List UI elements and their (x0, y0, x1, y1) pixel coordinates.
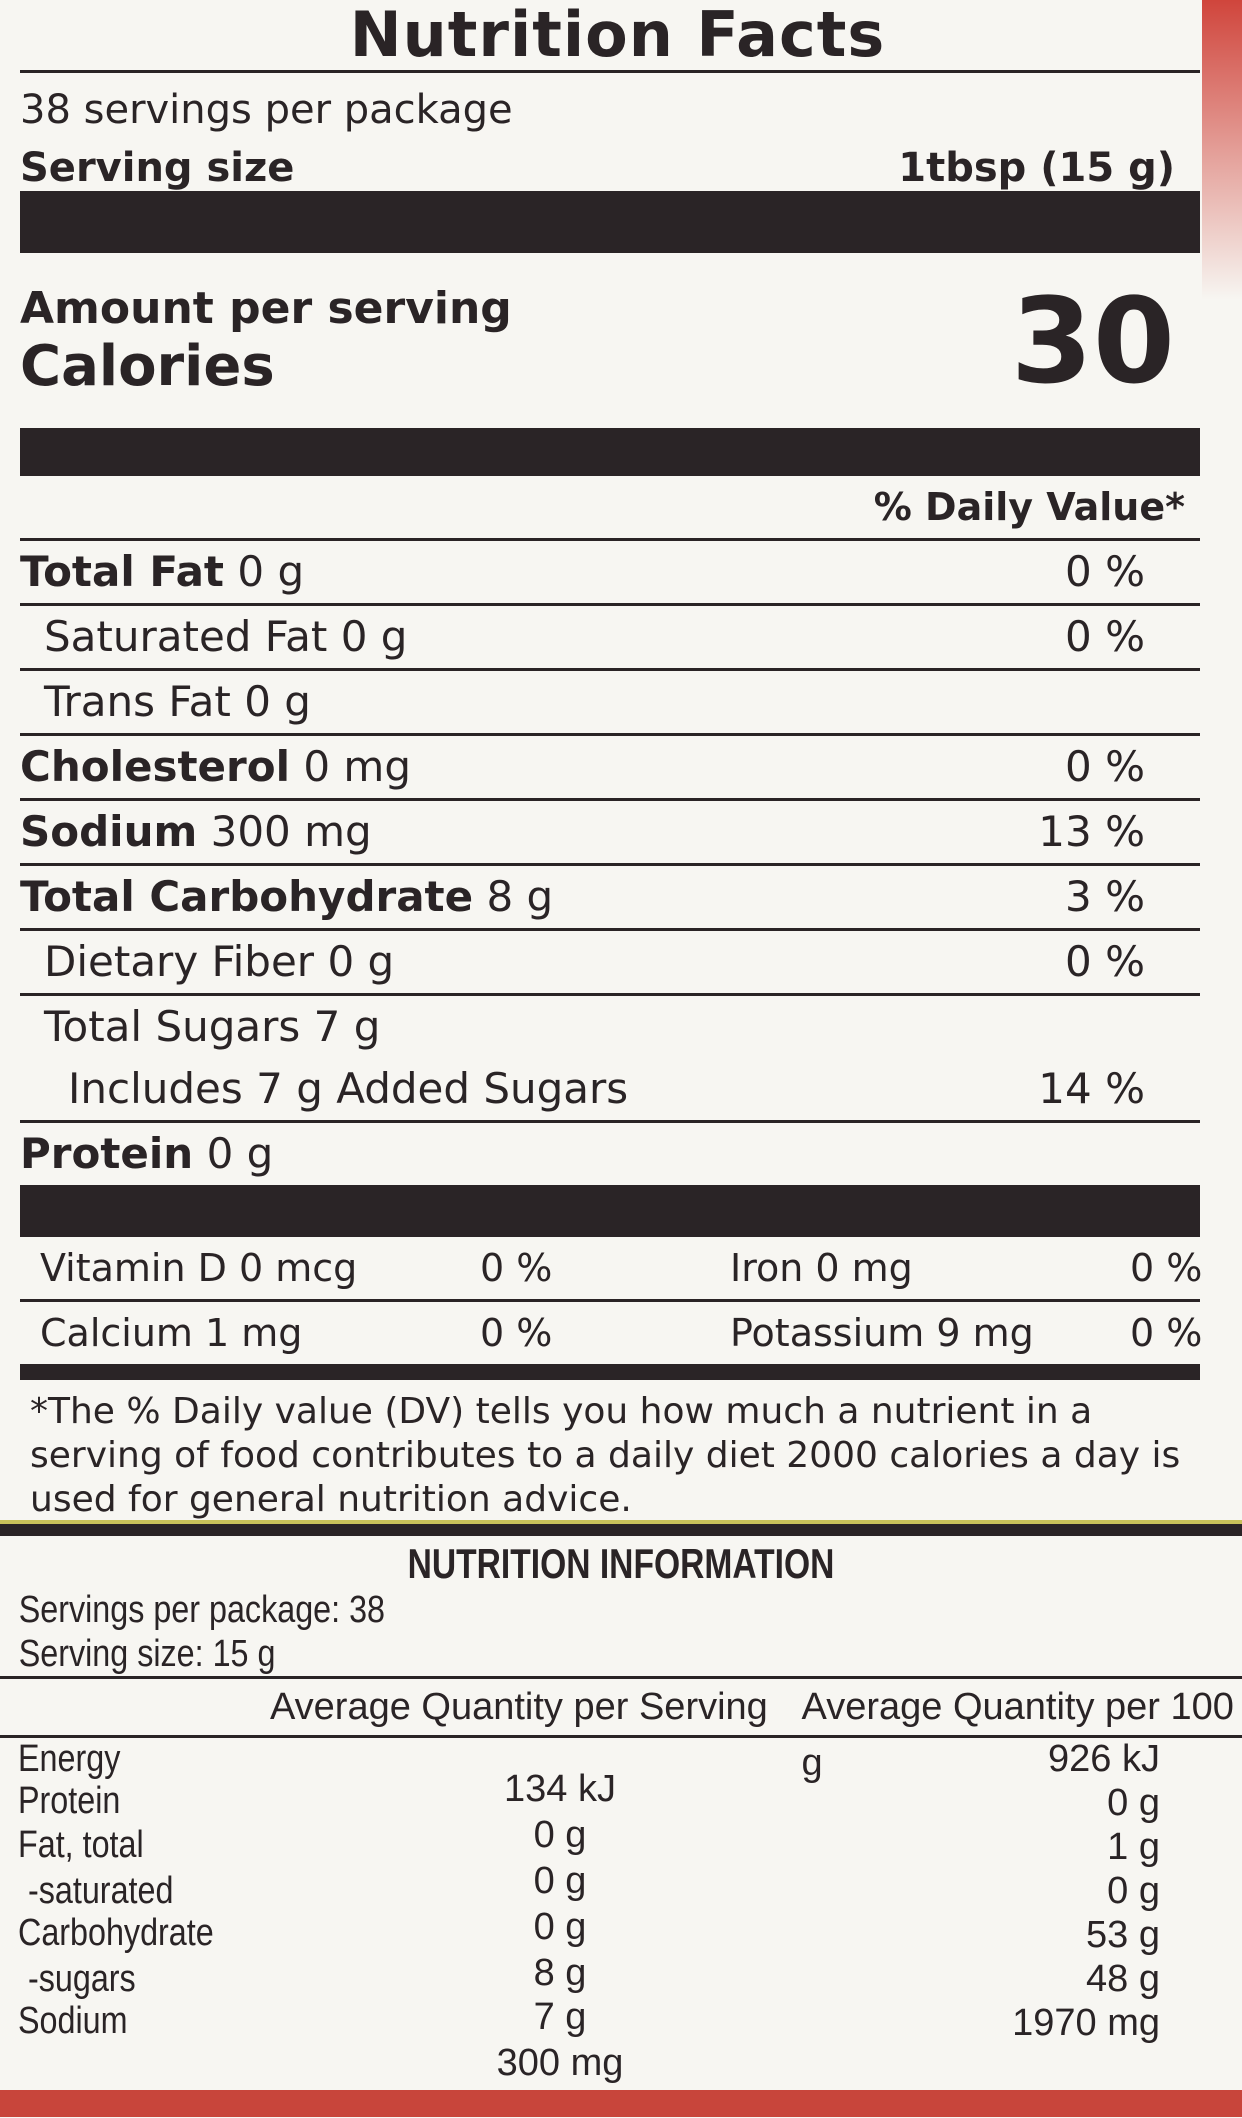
per-100g-value: 0 g (1107, 1782, 1160, 1824)
per-100g-value: 48 g (1086, 1958, 1160, 2000)
package-edge (0, 2090, 1242, 2117)
per-100g-value: 1970 mg (1012, 2002, 1160, 2044)
info-table: Energy Protein Fat, total -saturated Car… (0, 1738, 1242, 2118)
info-label: Fat, total (18, 1824, 144, 1866)
per-100g-value: 926 kJ (1048, 1738, 1160, 1780)
per-serving-value: 134 kJ (504, 1768, 616, 1810)
serving-size-value: 1tbsp (15 g) (898, 145, 1175, 191)
nutrient-row: Total Sugars 7 g (44, 1002, 381, 1051)
info-label: Carbohydrate (18, 1912, 214, 1954)
dv-footnote: *The % Daily value (DV) tells you how mu… (30, 1391, 1181, 1520)
info-column-headers: Average Quantity per Serving Average Qua… (0, 1679, 1242, 1784)
per-100g-value: 0 g (1107, 1870, 1160, 1912)
divider (20, 538, 1200, 541)
nutrient-row: Protein 0 g (20, 1129, 274, 1178)
calories-value: 30 (1010, 271, 1175, 410)
divider (20, 70, 1200, 73)
serving-size-row: Serving size 1tbsp (15 g) (20, 133, 1215, 191)
package-edge (1202, 0, 1242, 300)
per-serving-value: 300 mg (496, 2042, 624, 2084)
nutrient-row: Cholesterol 0 mg 0 % (20, 736, 1200, 801)
per-serving-value: 0 g (533, 1906, 587, 1948)
info-label: -saturated (28, 1870, 174, 1912)
info-serving-size: Serving size: 15 g (18, 1633, 276, 1675)
calories-label: Calories (20, 333, 275, 399)
divider (0, 1676, 1242, 1679)
vitamin-row: Vitamin D 0 mcg 0 % Iron 0 mg 0 % (20, 1237, 1202, 1302)
per-100g-value: 1 g (1107, 1826, 1160, 1868)
calories-row: Amount per serving Calories 30 (20, 253, 1215, 428)
info-label: Protein (18, 1780, 121, 1822)
per-serving-value: 7 g (533, 1996, 587, 2038)
info-title: NUTRITION INFORMATION (407, 1540, 835, 1587)
serving-size-label: Serving size (20, 145, 295, 191)
nutrient-row: Trans Fat 0 g (20, 671, 1200, 736)
info-label: -sugars (28, 1958, 136, 2000)
info-servings: Servings per package: 38 (18, 1589, 385, 1631)
per-serving-value: 0 g (533, 1814, 587, 1856)
thick-divider (20, 191, 1200, 253)
nutrition-facts-panel: Nutrition Facts 38 servings per package … (20, 0, 1215, 1520)
thick-divider (20, 1185, 1200, 1237)
per-serving-value: 0 g (533, 1860, 587, 1902)
dv-header: % Daily Value* (873, 485, 1185, 529)
nutrient-row: Sodium 300 mg 13 % (20, 801, 1200, 866)
per-serving-value: 8 g (533, 1952, 587, 1994)
vitamin-row: Calcium 1 mg 0 % Potassium 9 mg 0 % (20, 1302, 1202, 1380)
nutrition-information-panel: NUTRITION INFORMATION Servings per packa… (0, 1540, 1242, 2118)
amount-per-serving: Amount per serving (20, 282, 512, 334)
info-label: Sodium (18, 2000, 128, 2042)
nutrient-row: Includes 7 g Added Sugars 14 % (20, 1058, 1200, 1123)
divider (0, 1735, 1242, 1738)
section-divider (0, 1520, 1242, 1536)
col-per-100g: Average Quantity per 100 g (801, 1686, 1234, 1784)
info-label: Energy (18, 1738, 121, 1780)
thick-divider (20, 428, 1200, 476)
col-per-serving: Average Quantity per Serving (270, 1686, 768, 1728)
servings-per-package: 38 servings per package (20, 87, 513, 133)
facts-title: Nutrition Facts (349, 0, 886, 71)
per-100g-value: 53 g (1086, 1914, 1160, 1956)
